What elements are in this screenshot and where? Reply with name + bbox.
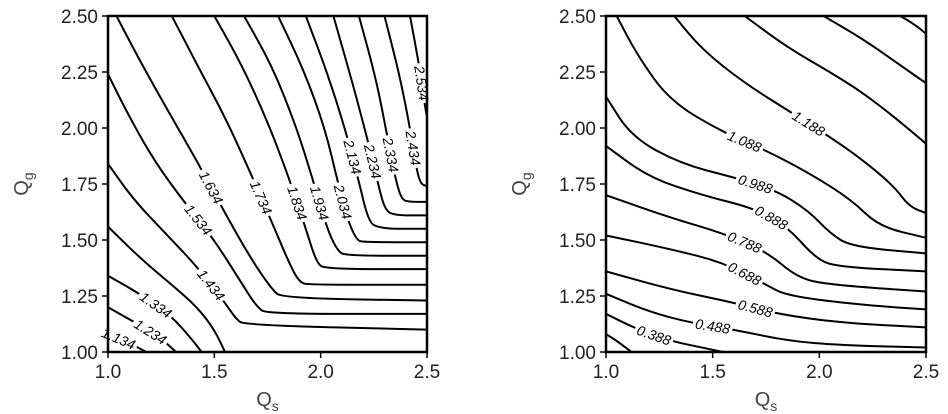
contour-label-background (787, 106, 830, 141)
contour-line (605, 292, 927, 349)
contour-level-label: 0.888 (752, 202, 791, 233)
contour-label-background (245, 175, 277, 219)
y-tick-label: 2.25 (559, 63, 596, 84)
contour-label-background (283, 181, 312, 225)
contour-line (332, 15, 427, 217)
contour-level-label: 2.434 (402, 129, 423, 167)
contour-label-background (733, 170, 777, 198)
y-tick-label: 2.00 (559, 119, 596, 140)
y-axis-label: Qg (509, 172, 534, 195)
y-tick-label: 1.25 (559, 287, 596, 308)
contour-label-background (723, 257, 767, 290)
x-tick-label: 1.0 (593, 362, 619, 383)
y-axis-label-subscript: g (20, 172, 36, 180)
y-tick-label: 2.50 (559, 7, 596, 28)
contour-line (605, 333, 633, 353)
contour-level-label: 0.688 (725, 258, 764, 289)
contour-line (115, 15, 428, 302)
contour-level-label: 0.588 (736, 296, 774, 320)
y-axis-label-subscript: g (518, 172, 534, 180)
contour-level-label: 1.188 (790, 107, 828, 139)
contour-label-background (632, 321, 676, 350)
contour-label-background (749, 200, 793, 235)
contour-label-background (691, 315, 734, 338)
contour-label-background (179, 199, 218, 241)
y-tick-label: 1.75 (559, 175, 596, 196)
contour-line (605, 234, 927, 311)
contour-level-label: 2.534 (411, 64, 432, 102)
contour-level-label: 1.088 (725, 127, 764, 155)
contour-line (673, 15, 927, 215)
contour-line (304, 15, 427, 230)
contour-level-label: 1.734 (247, 178, 276, 217)
contour-line (170, 15, 427, 286)
x-axis-label: Qs (256, 389, 279, 414)
contour-level-label: 1.834 (284, 184, 310, 222)
contour-level-label: 2.034 (331, 182, 356, 221)
contour-label-background (194, 166, 228, 209)
contour-line (605, 194, 927, 293)
x-axis-label-main: Q (755, 389, 771, 411)
contour-line (744, 15, 927, 145)
contour-line (107, 73, 427, 315)
contour-level-label: 2.134 (340, 137, 365, 176)
contour-level-label: 2.334 (379, 135, 402, 174)
contour-label-background (129, 314, 172, 350)
contour-line (899, 15, 927, 35)
contour-label-background (134, 286, 177, 324)
contour-label-background (192, 264, 230, 306)
x-axis-label: Qs (755, 389, 778, 414)
y-tick-label: 1.00 (559, 343, 596, 364)
x-axis-label-main: Q (256, 389, 272, 411)
y-tick-label: 1.50 (61, 231, 98, 252)
y-axis-label: Qg (11, 172, 36, 195)
contour-label-background (723, 227, 767, 258)
contour-level-label: 0.388 (635, 322, 674, 349)
contour-label-background (339, 135, 366, 179)
x-tick-label: 1.0 (95, 362, 121, 383)
contour-label-background (379, 133, 403, 177)
y-axis-label-main: Q (509, 180, 531, 196)
contour-label-background (330, 180, 356, 224)
x-tick-label: 1.5 (699, 362, 725, 383)
y-tick-label: 1.75 (61, 175, 98, 196)
contour-label-background (402, 127, 425, 170)
contour-level-label: 1.634 (196, 168, 227, 207)
contour-level-label: 0.488 (694, 316, 731, 337)
contour-line (107, 225, 226, 353)
x-tick-label: 1.5 (201, 362, 227, 383)
y-tick-label: 1.25 (61, 287, 98, 308)
y-tick-label: 2.25 (61, 63, 98, 84)
y-tick-label: 1.50 (559, 231, 596, 252)
contour-level-label: 0.988 (736, 171, 774, 197)
contour-label-background (733, 295, 777, 322)
contour-level-label: 0.788 (725, 228, 764, 256)
y-axis-label-main: Q (11, 180, 33, 196)
x-axis-label-subscript: s (272, 398, 279, 414)
contour-label-background (723, 126, 767, 157)
contour-line (605, 96, 927, 255)
y-tick-label: 1.00 (61, 343, 98, 364)
x-tick-label: 2.5 (913, 362, 939, 383)
contour-label-background (306, 181, 333, 225)
y-tick-label: 2.00 (61, 119, 98, 140)
contour-level-label: 2.234 (361, 142, 385, 181)
x-tick-label: 2.0 (307, 362, 333, 383)
x-tick-label: 2.5 (414, 362, 440, 383)
contour-line (615, 15, 927, 239)
x-tick-label: 2.0 (806, 362, 832, 383)
y-tick-label: 2.50 (61, 7, 98, 28)
x-axis-label-subscript: s (770, 398, 777, 414)
contour-line (823, 15, 927, 85)
contour-label-background (360, 140, 386, 183)
